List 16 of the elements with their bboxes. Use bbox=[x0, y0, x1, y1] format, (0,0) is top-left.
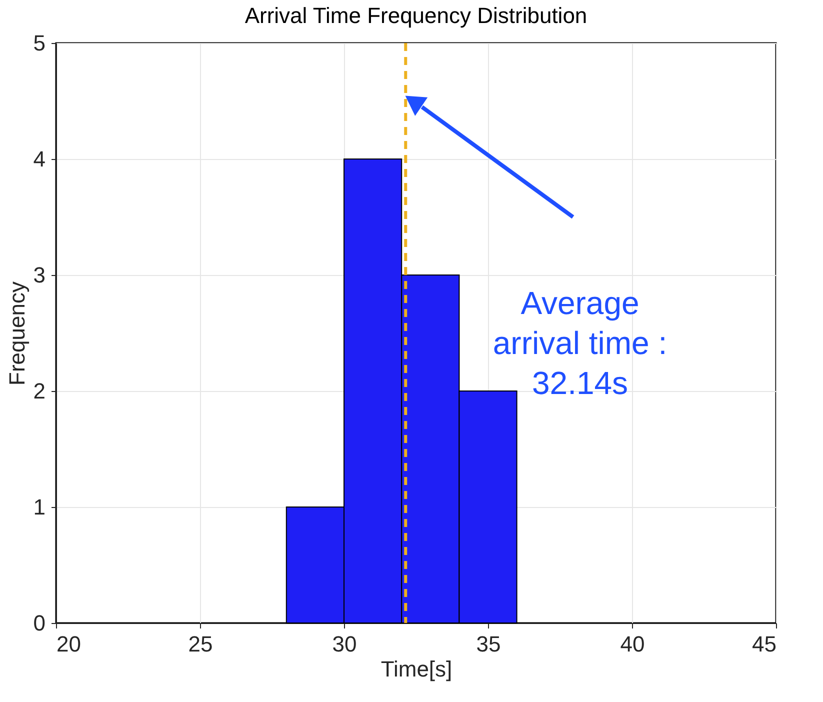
y-axis-title: Frequency bbox=[4, 282, 30, 386]
x-tick-label: 25 bbox=[188, 632, 213, 656]
x-tick-label: 30 bbox=[332, 632, 357, 656]
x-axis-title: Time[s] bbox=[380, 656, 452, 682]
y-tick-label: 0 bbox=[33, 610, 46, 636]
x-tick-label: 45 bbox=[752, 632, 776, 656]
y-tick-label: 4 bbox=[33, 146, 46, 172]
x-tick-label: 20 bbox=[56, 632, 81, 656]
y-tick-label: 3 bbox=[33, 262, 46, 288]
y-tick-label: 5 bbox=[33, 30, 46, 56]
annotation: Average arrival time : 32.14s bbox=[492, 285, 668, 401]
y-tick-label: 2 bbox=[33, 378, 46, 404]
chart-title: Arrival Time Frequency Distribution bbox=[244, 3, 588, 28]
x-tick-label: 35 bbox=[476, 632, 501, 656]
y-tick-label: 1 bbox=[33, 494, 46, 520]
x-tick-label: 40 bbox=[620, 632, 645, 656]
